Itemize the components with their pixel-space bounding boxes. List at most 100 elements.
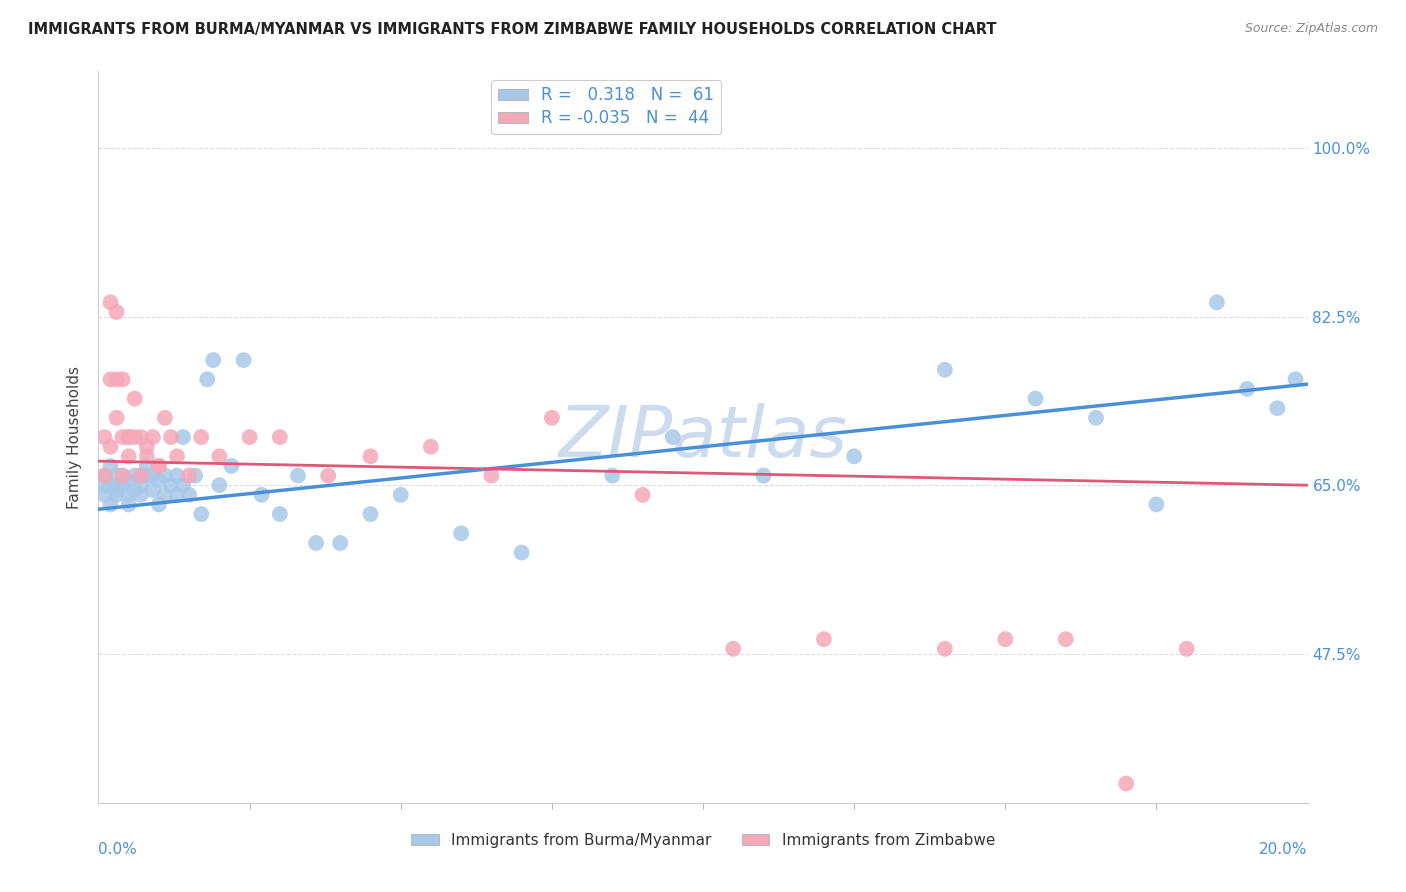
Point <box>148 458 170 473</box>
Point <box>93 430 115 444</box>
Point <box>1144 498 1167 512</box>
Point <box>190 507 212 521</box>
Point <box>934 641 956 656</box>
Point <box>100 372 122 386</box>
Point <box>1024 392 1046 406</box>
Point <box>179 488 201 502</box>
Point <box>105 372 128 386</box>
Point <box>179 468 201 483</box>
Point <box>1284 372 1306 386</box>
Point <box>129 488 152 502</box>
Point <box>100 478 122 492</box>
Point <box>269 507 291 521</box>
Point <box>239 430 262 444</box>
Point <box>994 632 1017 647</box>
Point <box>129 468 152 483</box>
Point <box>111 430 134 444</box>
Text: 0.0%: 0.0% <box>98 842 138 856</box>
Point <box>316 468 339 483</box>
Point <box>450 526 472 541</box>
Point <box>118 498 141 512</box>
Point <box>287 468 309 483</box>
Point <box>105 483 128 497</box>
Point <box>1054 632 1077 647</box>
Point <box>135 450 157 464</box>
Point <box>118 450 141 464</box>
Point <box>1175 641 1198 656</box>
Point <box>420 440 443 454</box>
Point <box>844 450 866 464</box>
Point <box>93 478 115 492</box>
Point <box>111 468 134 483</box>
Point <box>135 458 157 473</box>
Point <box>93 468 115 483</box>
Point <box>1267 401 1289 416</box>
Point <box>1236 382 1258 396</box>
Point <box>93 468 115 483</box>
Point <box>93 488 115 502</box>
Point <box>166 488 188 502</box>
Point <box>111 468 134 483</box>
Point <box>105 410 128 425</box>
Point <box>118 474 141 488</box>
Point <box>190 430 212 444</box>
Point <box>1206 295 1229 310</box>
Point <box>172 430 194 444</box>
Point <box>172 478 194 492</box>
Point <box>232 353 254 368</box>
Point <box>100 440 122 454</box>
Point <box>1115 776 1137 790</box>
Point <box>160 430 183 444</box>
Point <box>723 641 745 656</box>
Point <box>360 450 382 464</box>
Point <box>166 468 188 483</box>
Point <box>329 536 352 550</box>
Point <box>105 468 128 483</box>
Point <box>221 458 243 473</box>
Point <box>129 430 152 444</box>
Point <box>166 450 188 464</box>
Point <box>124 430 146 444</box>
Point <box>129 468 152 483</box>
Text: 20.0%: 20.0% <box>1260 842 1308 856</box>
Point <box>100 498 122 512</box>
Point <box>135 440 157 454</box>
Point <box>100 458 122 473</box>
Point <box>631 488 654 502</box>
Point <box>111 478 134 492</box>
Point <box>269 430 291 444</box>
Point <box>934 362 956 376</box>
Point <box>142 468 165 483</box>
Point <box>118 488 141 502</box>
Point <box>752 468 775 483</box>
Point <box>202 353 225 368</box>
Point <box>100 295 122 310</box>
Point <box>305 536 328 550</box>
Text: IMMIGRANTS FROM BURMA/MYANMAR VS IMMIGRANTS FROM ZIMBABWE FAMILY HOUSEHOLDS CORR: IMMIGRANTS FROM BURMA/MYANMAR VS IMMIGRA… <box>28 22 997 37</box>
Point <box>195 372 218 386</box>
Point <box>389 488 412 502</box>
Text: Source: ZipAtlas.com: Source: ZipAtlas.com <box>1244 22 1378 36</box>
Point <box>153 488 176 502</box>
Point <box>661 430 683 444</box>
Point <box>510 545 533 559</box>
Point <box>124 392 146 406</box>
Point <box>160 478 183 492</box>
Y-axis label: Family Households: Family Households <box>67 366 83 508</box>
Point <box>208 478 231 492</box>
Point <box>250 488 273 502</box>
Point <box>481 468 503 483</box>
Point <box>360 507 382 521</box>
Point <box>148 498 170 512</box>
Point <box>129 478 152 492</box>
Point <box>118 430 141 444</box>
Point <box>148 474 170 488</box>
Point <box>184 468 207 483</box>
Point <box>124 483 146 497</box>
Point <box>118 430 141 444</box>
Point <box>208 450 231 464</box>
Point <box>142 430 165 444</box>
Point <box>540 410 562 425</box>
Point <box>153 410 176 425</box>
Point <box>105 305 128 319</box>
